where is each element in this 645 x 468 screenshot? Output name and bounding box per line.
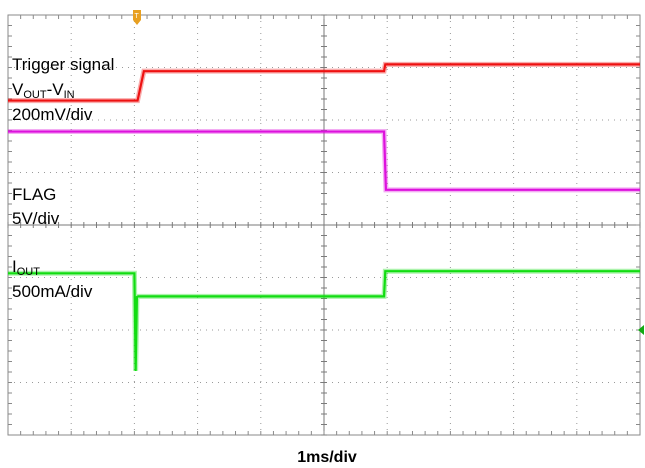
iout-label: IOUT xyxy=(12,257,40,278)
trace-flag xyxy=(8,130,640,191)
flag-scale-label: 5V/div xyxy=(12,209,60,228)
channel-offset-marker-icon xyxy=(638,325,644,335)
svg-text:T: T xyxy=(135,13,140,20)
flag-label: FLAG xyxy=(12,185,56,204)
vout-vin-label: VOUT-VIN xyxy=(12,80,75,101)
x-axis-label: 1ms/div xyxy=(297,449,357,466)
trace-vout xyxy=(8,63,640,102)
trigger-signal-label: Trigger signal xyxy=(12,55,114,74)
vout-scale-label: 200mV/div xyxy=(12,105,93,124)
traces xyxy=(8,61,640,371)
graticule xyxy=(7,14,641,436)
iout-scale-label: 500mA/div xyxy=(12,282,93,301)
trace-iout xyxy=(8,270,640,371)
trigger-marker-icon: T xyxy=(133,10,141,25)
